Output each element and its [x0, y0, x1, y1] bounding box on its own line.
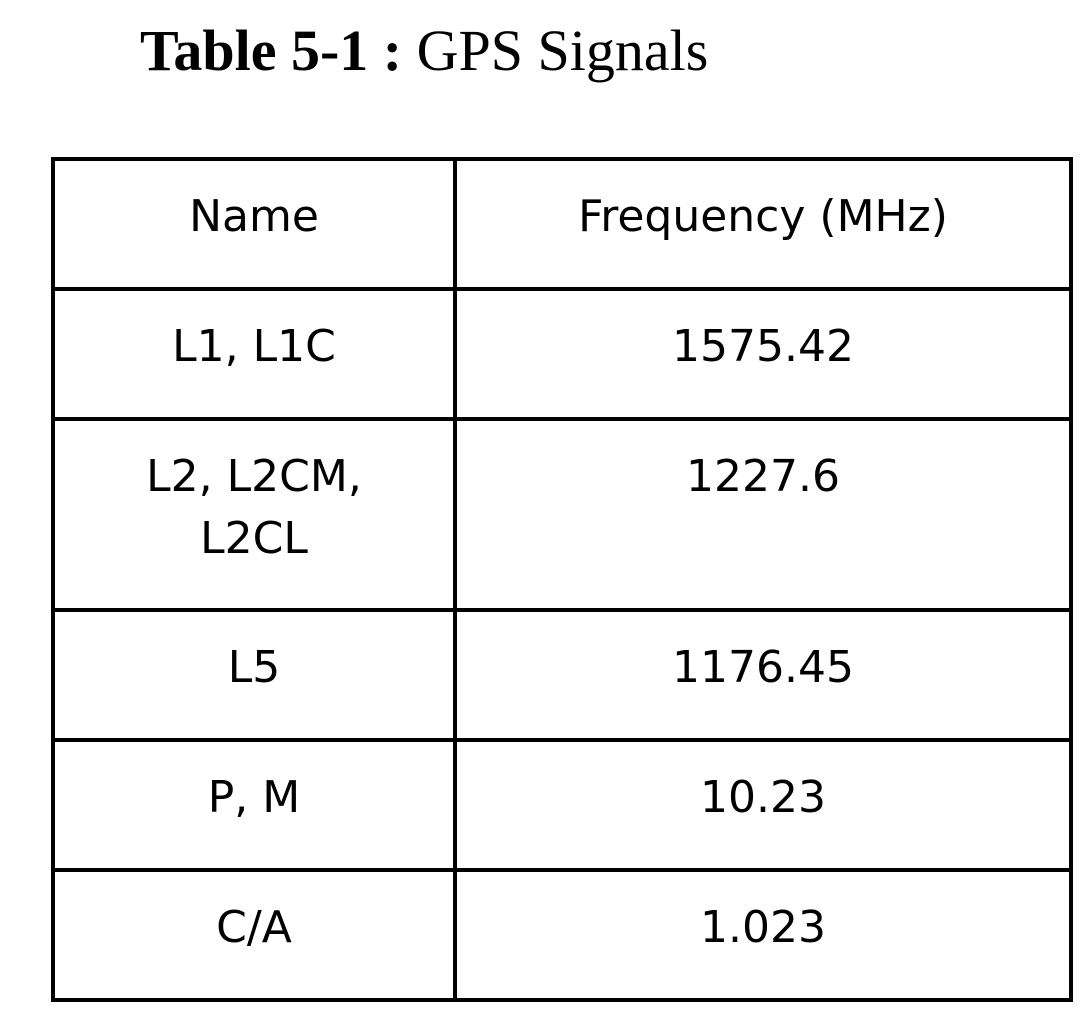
signal-name: L5 [227, 642, 281, 693]
signal-frequency: 1176.45 [672, 642, 854, 693]
signal-frequency-cell: 1575.42 [453, 287, 1073, 421]
signal-frequency-cell: 1.023 [453, 868, 1073, 1002]
gps-signals-table: Name Frequency (MHz) L1, L1C 1575.42 L2,… [51, 157, 1073, 1002]
signal-frequency: 1575.42 [672, 321, 854, 372]
table-caption: Table 5-1 : GPS Signals [140, 16, 708, 86]
table-row: L2, L2CM, L2CL 1227.6 [51, 417, 1073, 612]
table-row: C/A 1.023 [51, 868, 1073, 1002]
signal-name: P, M [207, 772, 301, 823]
signal-name-cell: L5 [51, 608, 457, 742]
table-row: L1, L1C 1575.42 [51, 287, 1073, 421]
signal-name: L1, L1C [172, 321, 336, 372]
signal-name-cell: P, M [51, 738, 457, 872]
signal-frequency-cell: 1227.6 [453, 417, 1073, 612]
signal-name-cell: C/A [51, 868, 457, 1002]
signal-frequency-cell: 1176.45 [453, 608, 1073, 742]
header-frequency: Frequency (MHz) [453, 157, 1073, 291]
signal-name: L2, L2CM, L2CL [146, 451, 362, 564]
signal-name-cell: L1, L1C [51, 287, 457, 421]
signal-name: C/A [216, 902, 292, 953]
signal-frequency-cell: 10.23 [453, 738, 1073, 872]
signal-frequency: 1.023 [700, 902, 826, 953]
table-row: P, M 10.23 [51, 738, 1073, 872]
table-row: L5 1176.45 [51, 608, 1073, 742]
header-name: Name [51, 157, 457, 291]
signal-frequency: 10.23 [700, 772, 826, 823]
caption-title: GPS Signals [416, 18, 709, 83]
signal-name-cell: L2, L2CM, L2CL [51, 417, 457, 612]
table-header-row: Name Frequency (MHz) [51, 157, 1073, 291]
signal-frequency: 1227.6 [686, 451, 840, 502]
caption-label: Table 5-1 : [140, 18, 403, 83]
